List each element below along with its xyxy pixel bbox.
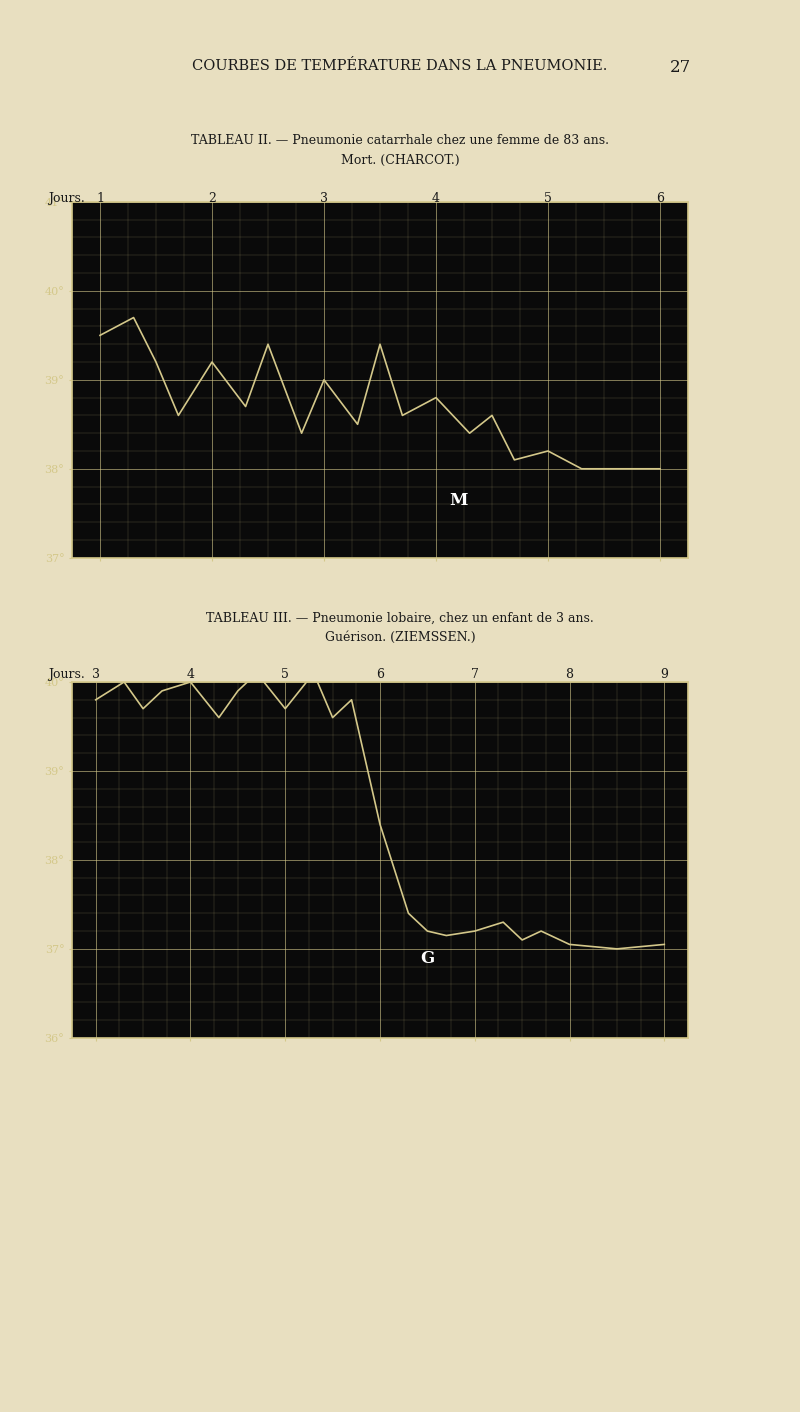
Text: 5: 5 — [282, 668, 289, 681]
Text: 6: 6 — [656, 192, 664, 205]
Text: 6: 6 — [376, 668, 384, 681]
Text: 5: 5 — [544, 192, 552, 205]
Text: 3: 3 — [92, 668, 100, 681]
Text: 27: 27 — [670, 59, 690, 76]
Text: 1: 1 — [96, 192, 104, 205]
Text: 4: 4 — [186, 668, 194, 681]
Text: 2: 2 — [208, 192, 216, 205]
Text: 7: 7 — [471, 668, 478, 681]
Text: G: G — [420, 950, 434, 967]
Text: TABLEAU II. — Pneumonie catarrhale chez une femme de 83 ans.: TABLEAU II. — Pneumonie catarrhale chez … — [191, 134, 609, 147]
Text: Jours.: Jours. — [48, 192, 85, 205]
Text: COURBES DE TEMPÉRATURE DANS LA PNEUMONIE.: COURBES DE TEMPÉRATURE DANS LA PNEUMONIE… — [192, 59, 608, 73]
Text: Guérison. (ZIEMSSEN.): Guérison. (ZIEMSSEN.) — [325, 631, 475, 644]
Text: 3: 3 — [320, 192, 328, 205]
Text: 8: 8 — [566, 668, 574, 681]
Text: Jours.: Jours. — [48, 668, 85, 681]
Text: TABLEAU III. — Pneumonie lobaire, chez un enfant de 3 ans.: TABLEAU III. — Pneumonie lobaire, chez u… — [206, 611, 594, 624]
Text: 4: 4 — [432, 192, 440, 205]
Text: Mort. (CHARCOT.): Mort. (CHARCOT.) — [341, 154, 459, 167]
Text: 9: 9 — [660, 668, 668, 681]
Text: M: M — [450, 491, 467, 508]
